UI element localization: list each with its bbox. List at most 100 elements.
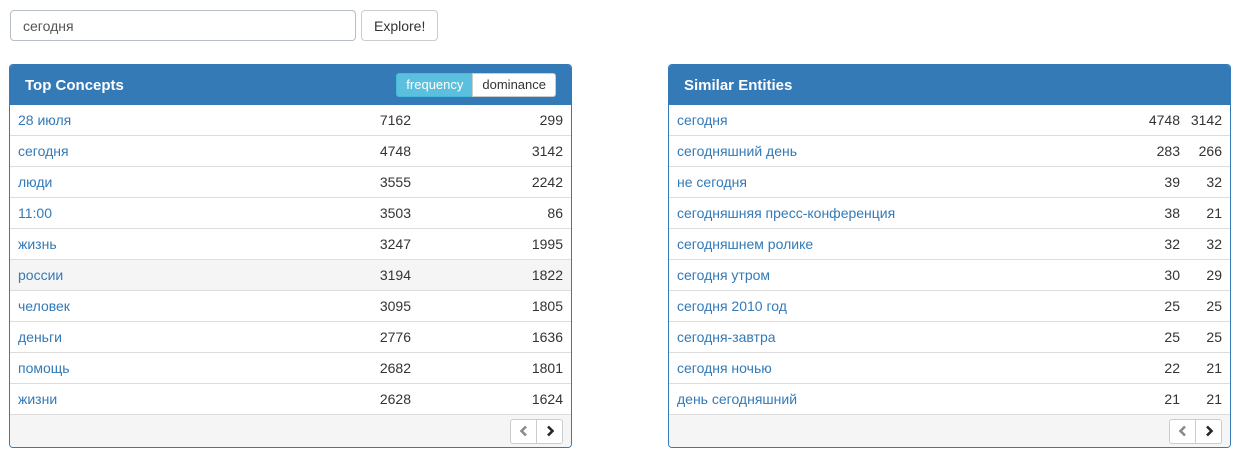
prev-page-button[interactable] [1169, 419, 1196, 444]
table-row: сегодня 2010 год 25 25 [669, 291, 1230, 322]
search-bar: Explore! [10, 10, 1245, 41]
dominance-value: 266 [1180, 143, 1230, 159]
frequency-value: 22 [1120, 360, 1180, 376]
entity-link[interactable]: сегодняшнем ролике [677, 236, 1120, 252]
concept-link[interactable]: жизни [18, 391, 279, 407]
table-row: сегодня утром 30 29 [669, 260, 1230, 291]
chevron-left-icon [1178, 425, 1188, 437]
table-row: человек 3095 1805 [10, 291, 571, 322]
entity-link[interactable]: сегодняшний день [677, 143, 1120, 159]
top-concepts-footer [10, 415, 571, 447]
concept-link[interactable]: человек [18, 298, 279, 314]
dominance-value: 3142 [411, 143, 571, 159]
table-row: жизнь 3247 1995 [10, 229, 571, 260]
entity-link[interactable]: сегодня ночью [677, 360, 1120, 376]
table-row: люди 3555 2242 [10, 167, 571, 198]
concept-link[interactable]: деньги [18, 329, 279, 345]
dominance-value: 25 [1180, 329, 1230, 345]
table-row: 28 июля 7162 299 [10, 105, 571, 136]
frequency-value: 3247 [279, 236, 411, 252]
search-input[interactable] [10, 10, 356, 41]
table-row: день сегодняшний 21 21 [669, 384, 1230, 415]
table-row: сегодняшний день 283 266 [669, 136, 1230, 167]
concept-link[interactable]: россии [18, 267, 279, 283]
table-row: деньги 2776 1636 [10, 322, 571, 353]
frequency-value: 39 [1120, 174, 1180, 190]
prev-page-button[interactable] [510, 419, 537, 444]
frequency-value: 3503 [279, 205, 411, 221]
dominance-value: 25 [1180, 298, 1230, 314]
dominance-value: 1805 [411, 298, 571, 314]
frequency-toggle-button[interactable]: frequency [396, 73, 473, 97]
table-row: сегодня 4748 3142 [10, 136, 571, 167]
entity-link[interactable]: не сегодня [677, 174, 1120, 190]
explore-button[interactable]: Explore! [361, 10, 438, 41]
dominance-value: 299 [411, 112, 571, 128]
top-concepts-panel: Top Concepts frequency dominance 28 июля… [9, 64, 572, 448]
next-page-button[interactable] [536, 419, 563, 444]
top-concepts-rows: 28 июля 7162 299 сегодня 4748 3142 люди … [10, 105, 571, 415]
frequency-value: 4748 [279, 143, 411, 159]
frequency-value: 3095 [279, 298, 411, 314]
concept-link[interactable]: 28 июля [18, 112, 279, 128]
next-page-button[interactable] [1195, 419, 1222, 444]
table-row: жизни 2628 1624 [10, 384, 571, 415]
entity-link[interactable]: сегодня-завтра [677, 329, 1120, 345]
dominance-toggle-button[interactable]: dominance [472, 73, 556, 97]
similar-entities-title: Similar Entities [684, 77, 792, 94]
frequency-value: 30 [1120, 267, 1180, 283]
dominance-value: 29 [1180, 267, 1230, 283]
frequency-value: 2628 [279, 391, 411, 407]
chevron-left-icon [519, 425, 529, 437]
table-row: помощь 2682 1801 [10, 353, 571, 384]
entity-link[interactable]: сегодня утром [677, 267, 1120, 283]
dominance-value: 21 [1180, 205, 1230, 221]
frequency-value: 2682 [279, 360, 411, 376]
frequency-value: 2776 [279, 329, 411, 345]
similar-entities-footer [669, 415, 1230, 447]
table-row: сегодняшнем ролике 32 32 [669, 229, 1230, 260]
similar-entities-rows: сегодня 4748 3142 сегодняшний день 283 2… [669, 105, 1230, 415]
frequency-value: 3555 [279, 174, 411, 190]
concept-link[interactable]: жизнь [18, 236, 279, 252]
dominance-value: 32 [1180, 236, 1230, 252]
top-concepts-heading: Top Concepts frequency dominance [10, 65, 571, 105]
frequency-value: 7162 [279, 112, 411, 128]
entity-link[interactable]: сегодня 2010 год [677, 298, 1120, 314]
dominance-value: 3142 [1180, 112, 1230, 128]
table-row: не сегодня 39 32 [669, 167, 1230, 198]
table-row: сегодняшняя пресс-конференция 38 21 [669, 198, 1230, 229]
concept-link[interactable]: помощь [18, 360, 279, 376]
table-row: 11:00 3503 86 [10, 198, 571, 229]
frequency-value: 21 [1120, 391, 1180, 407]
table-row: сегодня-завтра 25 25 [669, 322, 1230, 353]
table-row: сегодня ночью 22 21 [669, 353, 1230, 384]
chevron-right-icon [545, 425, 555, 437]
dominance-value: 32 [1180, 174, 1230, 190]
dominance-value: 1822 [411, 267, 571, 283]
dominance-value: 21 [1180, 360, 1230, 376]
frequency-value: 25 [1120, 298, 1180, 314]
entity-link[interactable]: сегодняшняя пресс-конференция [677, 205, 1120, 221]
frequency-value: 4748 [1120, 112, 1180, 128]
concept-link[interactable]: сегодня [18, 143, 279, 159]
panels-container: Top Concepts frequency dominance 28 июля… [0, 64, 1245, 448]
frequency-value: 25 [1120, 329, 1180, 345]
table-row: сегодня 4748 3142 [669, 105, 1230, 136]
top-concepts-pager [510, 419, 563, 444]
entity-link[interactable]: сегодня [677, 112, 1120, 128]
similar-entities-heading: Similar Entities [669, 65, 1230, 105]
entity-link[interactable]: день сегодняшний [677, 391, 1120, 407]
dominance-value: 1801 [411, 360, 571, 376]
dominance-value: 1995 [411, 236, 571, 252]
similar-entities-panel: Similar Entities сегодня 4748 3142 сегод… [668, 64, 1231, 448]
dominance-value: 1624 [411, 391, 571, 407]
dominance-value: 21 [1180, 391, 1230, 407]
frequency-value: 38 [1120, 205, 1180, 221]
chevron-right-icon [1204, 425, 1214, 437]
dominance-value: 86 [411, 205, 571, 221]
concept-link[interactable]: люди [18, 174, 279, 190]
metric-toggle-group: frequency dominance [396, 73, 556, 97]
dominance-value: 2242 [411, 174, 571, 190]
concept-link[interactable]: 11:00 [18, 205, 279, 221]
